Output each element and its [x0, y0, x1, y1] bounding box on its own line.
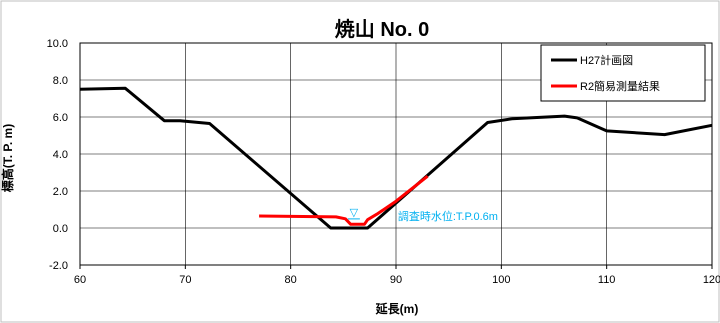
- water-level-annotation: 調査時水位:T.P.0.6m: [398, 209, 498, 223]
- x-tick-label: 120: [703, 274, 720, 286]
- y-tick-label: 4.0: [53, 149, 68, 161]
- x-tick-label: 110: [598, 274, 616, 286]
- y-axis-title: 標高(T. P. m): [0, 124, 15, 192]
- legend-label-h27: H27計画図: [580, 53, 633, 67]
- y-tick-label: 2.0: [53, 186, 68, 198]
- x-tick-label: 80: [285, 274, 297, 286]
- annotations: ▽ 調査時水位:T.P.0.6m: [347, 207, 498, 223]
- chart-title: 焼山 No. 0: [335, 18, 429, 41]
- x-tick-label: 100: [492, 274, 510, 286]
- water-level-marker: ▽: [350, 207, 359, 219]
- plot-area: [79, 42, 713, 266]
- x-axis-title: 延長(m): [375, 301, 419, 316]
- series-line-0: [79, 86, 713, 230]
- legend-label-r2: R2簡易測量結果: [580, 79, 660, 93]
- y-tick-label: -2.0: [49, 260, 68, 272]
- y-tick-label: 0.0: [53, 223, 68, 235]
- y-tick-label: 10.0: [47, 38, 68, 50]
- series-lines: [79, 86, 713, 230]
- series-line-1: [259, 175, 429, 226]
- legend-box: [540, 44, 706, 102]
- y-tick-label: 8.0: [53, 75, 68, 87]
- legend: H27計画図 R2簡易測量結果: [540, 44, 706, 102]
- x-tick-label: 70: [179, 274, 191, 286]
- x-tick-label: 90: [390, 274, 402, 286]
- y-tick-label: 6.0: [53, 112, 68, 124]
- x-tick-labels: 60 70 80 90 100 110 120: [74, 274, 720, 286]
- x-tick-label: 60: [74, 274, 86, 286]
- y-tick-labels: -2.0 0.0 2.0 4.0 6.0 8.0 10.0: [47, 38, 68, 272]
